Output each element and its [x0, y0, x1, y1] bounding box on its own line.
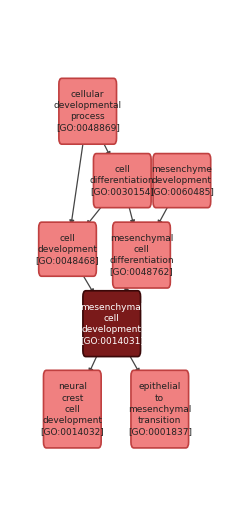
Text: cell
development
[GO:0048468]: cell development [GO:0048468]: [36, 234, 99, 265]
Text: cellular
developmental
process
[GO:0048869]: cellular developmental process [GO:00488…: [54, 90, 122, 132]
Text: epithelial
to
mesenchymal
transition
[GO:0001837]: epithelial to mesenchymal transition [GO…: [128, 382, 192, 436]
FancyBboxPatch shape: [39, 222, 96, 276]
Text: mesenchyme
development
[GO:0060485]: mesenchyme development [GO:0060485]: [150, 165, 214, 196]
FancyBboxPatch shape: [93, 154, 151, 208]
FancyBboxPatch shape: [113, 222, 170, 288]
Text: mesenchymal
cell
differentiation
[GO:0048762]: mesenchymal cell differentiation [GO:004…: [109, 234, 174, 276]
FancyBboxPatch shape: [83, 291, 141, 357]
FancyBboxPatch shape: [131, 371, 189, 448]
FancyBboxPatch shape: [59, 78, 117, 144]
FancyBboxPatch shape: [43, 371, 101, 448]
Text: mesenchymal
cell
development
[GO:0014031]: mesenchymal cell development [GO:0014031…: [80, 302, 144, 345]
FancyBboxPatch shape: [153, 154, 211, 208]
Text: cell
differentiation
[GO:0030154]: cell differentiation [GO:0030154]: [90, 165, 155, 196]
Text: neural
crest
cell
development
[GO:0014032]: neural crest cell development [GO:001403…: [40, 382, 104, 436]
